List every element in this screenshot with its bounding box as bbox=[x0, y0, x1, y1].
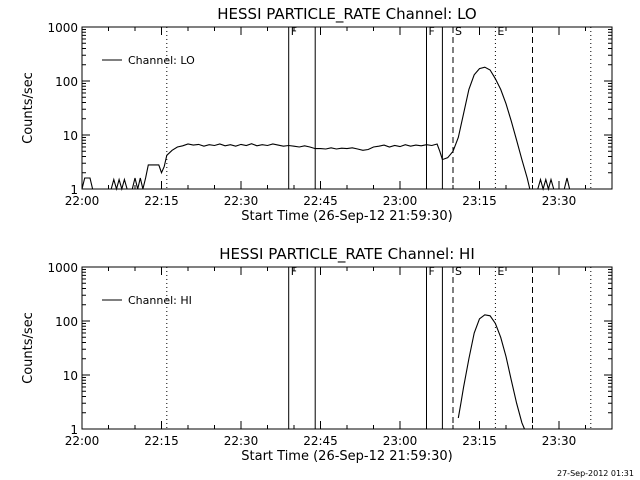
event-marker-label: S bbox=[455, 265, 462, 278]
y-axis-label: Counts/sec bbox=[21, 312, 36, 384]
event-marker-label: S bbox=[455, 25, 462, 38]
x-tick-label: 23:30 bbox=[542, 434, 577, 448]
x-axis-label: Start Time (26-Sep-12 21:59:30) bbox=[241, 209, 452, 224]
y-tick-label: 1 bbox=[70, 423, 78, 437]
generation-timestamp: 27-Sep-2012 01:31 bbox=[557, 469, 634, 478]
x-tick-label: 23:15 bbox=[462, 194, 497, 208]
y-tick-label: 1000 bbox=[47, 261, 78, 275]
event-marker-label: F bbox=[429, 265, 435, 278]
y-tick-label: 10 bbox=[63, 369, 78, 383]
chart-title: HESSI PARTICLE_RATE Channel: HI bbox=[219, 245, 475, 264]
y-tick-label: 1000 bbox=[47, 21, 78, 35]
y-tick-label: 1 bbox=[70, 183, 78, 197]
x-tick-label: 22:00 bbox=[65, 434, 100, 448]
x-tick-label: 22:45 bbox=[303, 194, 338, 208]
x-tick-label: 22:30 bbox=[224, 194, 259, 208]
legend-entry: Channel: HI bbox=[128, 294, 192, 307]
series-line bbox=[81, 66, 571, 192]
y-axis-label: Counts/sec bbox=[21, 72, 36, 144]
x-tick-label: 22:45 bbox=[303, 434, 338, 448]
x-tick-label: 23:15 bbox=[462, 434, 497, 448]
chart-title: HESSI PARTICLE_RATE Channel: LO bbox=[217, 5, 476, 24]
x-tick-label: 22:15 bbox=[144, 434, 179, 448]
event-marker-label: E bbox=[497, 265, 504, 278]
event-marker-label: E bbox=[497, 25, 504, 38]
series-line bbox=[457, 314, 526, 430]
event-marker-label: F bbox=[429, 25, 435, 38]
x-tick-label: 23:00 bbox=[383, 194, 418, 208]
event-marker-label: F bbox=[291, 25, 297, 38]
y-tick-label: 10 bbox=[63, 129, 78, 143]
legend-entry: Channel: LO bbox=[128, 54, 195, 67]
y-tick-label: 100 bbox=[55, 75, 78, 89]
x-tick-label: 23:00 bbox=[383, 434, 418, 448]
event-marker-label: F bbox=[291, 265, 297, 278]
x-tick-label: 22:30 bbox=[224, 434, 259, 448]
x-axis-label: Start Time (26-Sep-12 21:59:30) bbox=[241, 449, 452, 464]
x-tick-label: 22:00 bbox=[65, 194, 100, 208]
y-tick-label: 100 bbox=[55, 315, 78, 329]
x-tick-label: 23:30 bbox=[542, 194, 577, 208]
x-tick-label: 22:15 bbox=[144, 194, 179, 208]
